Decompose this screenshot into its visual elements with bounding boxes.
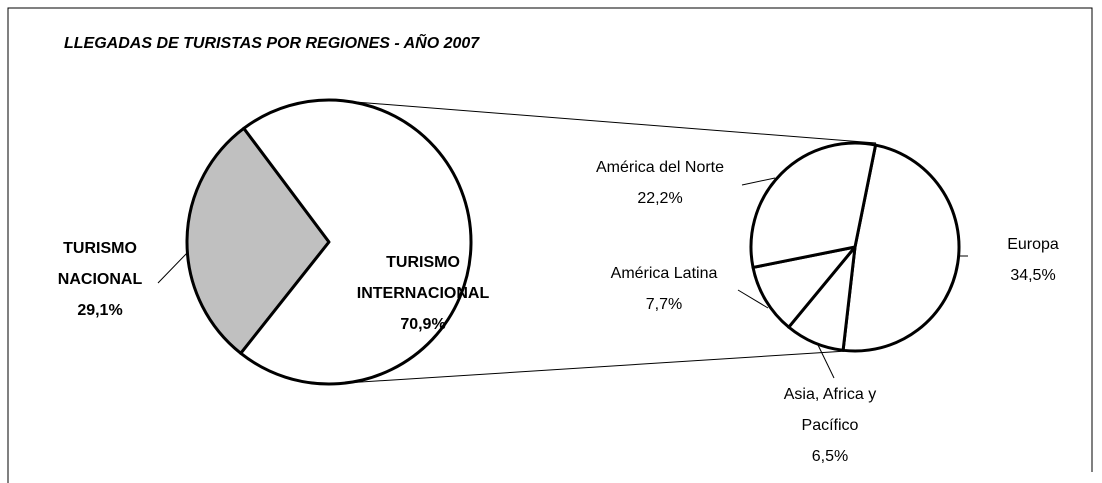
pie-slice xyxy=(239,98,473,386)
category-label: América del Norte xyxy=(595,159,725,176)
slice-label: Europa 34,5% xyxy=(973,229,1093,291)
connector-line xyxy=(329,99,877,144)
category-label: Europa xyxy=(1007,236,1059,253)
chart-title: LLEGADAS DE TURISTAS POR REGIONES - AÑO … xyxy=(64,35,480,52)
value-label: 22,2% xyxy=(637,190,683,207)
value-label: 70,9% xyxy=(400,316,446,333)
slice-label: TURISMO INTERNACIONAL 70,9% xyxy=(348,247,498,340)
frame xyxy=(7,7,1093,483)
slice-label: Asia, Africa y Pacífico 6,5% xyxy=(755,379,905,472)
slice-label: TURISMO NACIONAL 29,1% xyxy=(45,233,155,326)
connector-line xyxy=(329,350,848,385)
leader-line xyxy=(741,177,776,186)
value-label: 7,7% xyxy=(645,296,683,313)
pie-slice xyxy=(841,143,961,353)
value-label: 34,5% xyxy=(1010,267,1056,284)
category-label: TURISMO INTERNACIONAL xyxy=(356,254,490,302)
value-label: 6,5% xyxy=(811,448,849,465)
category-label: América Latina xyxy=(610,265,718,282)
category-label: Asia, Africa y Pacífico xyxy=(783,386,877,434)
category-label: TURISMO NACIONAL xyxy=(57,240,143,288)
pie-slice xyxy=(185,126,331,355)
leader-line xyxy=(157,251,189,284)
pie-slice xyxy=(749,141,878,269)
slice-label: América Latina 7,7% xyxy=(584,258,744,320)
slice-label: América del Norte 22,2% xyxy=(575,152,745,214)
value-label: 29,1% xyxy=(77,302,123,319)
leader-line xyxy=(737,289,769,309)
leader-line xyxy=(817,344,835,379)
